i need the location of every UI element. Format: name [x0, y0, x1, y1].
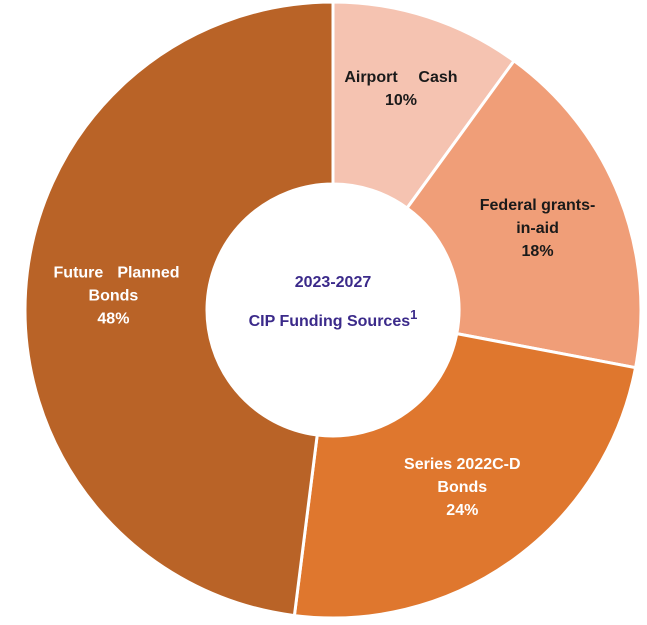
category-label: Bonds — [437, 479, 487, 496]
footnote-marker: 1 — [410, 307, 417, 322]
category-label: Series 2022C-D — [404, 456, 521, 473]
value-label: 10% — [385, 92, 417, 109]
chart-title-line: CIP Funding Sources — [249, 313, 411, 330]
chart-title: 2023-2027 — [295, 274, 372, 291]
category-label: Cash — [418, 69, 457, 86]
category-label: Federal grants- — [480, 197, 596, 214]
value-label: 24% — [446, 502, 478, 519]
category-label: Future — [54, 264, 104, 281]
donut-slice — [292, 331, 638, 620]
category-label: Airport — [344, 69, 398, 86]
category-label: Planned — [117, 264, 179, 281]
chart-title: CIP Funding Sources1 — [249, 307, 418, 330]
donut-slice — [23, 0, 335, 618]
donut-slice — [404, 58, 643, 370]
value-label: 18% — [522, 243, 554, 260]
donut-slice — [331, 0, 517, 211]
value-label: 48% — [97, 310, 129, 327]
category-label: Bonds — [89, 287, 139, 304]
category-label: in-aid — [516, 220, 559, 237]
